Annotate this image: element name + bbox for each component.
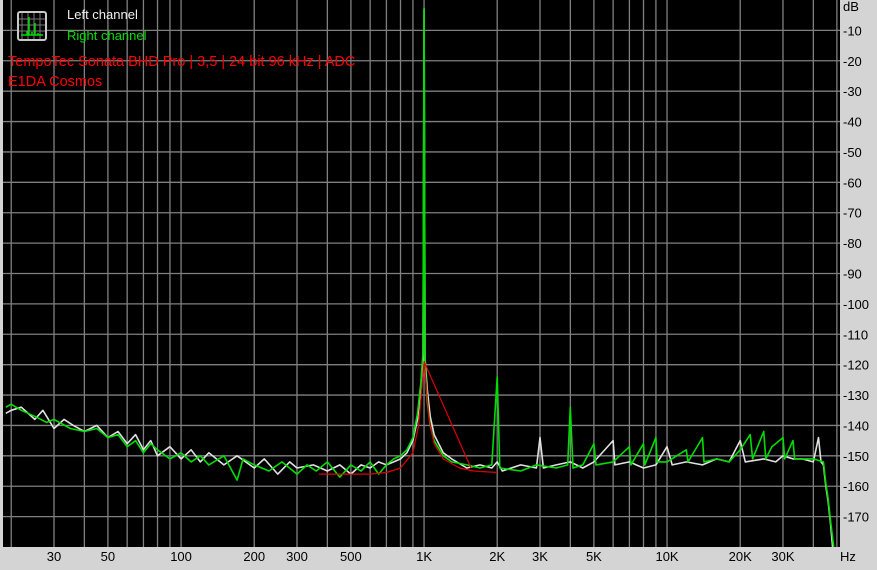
y-tick-label: -60 (843, 175, 862, 190)
y-tick-label: -30 (843, 84, 862, 99)
x-tick-label: 200 (243, 549, 265, 564)
y-tick-label: -150 (843, 449, 869, 464)
y-tick-label: -170 (843, 510, 869, 525)
y-tick-label: -130 (843, 388, 869, 403)
y-tick-label: -70 (843, 206, 862, 221)
x-tick-label: 30K (771, 549, 794, 564)
y-axis-label: dB (843, 0, 859, 14)
y-tick-label: -120 (843, 358, 869, 373)
reference-line (319, 361, 498, 475)
caption-line-2: E1DA Cosmos (8, 74, 103, 90)
x-tick-label: 300 (286, 549, 308, 564)
y-tick-label: -40 (843, 115, 862, 130)
x-tick-label: 5K (586, 549, 602, 564)
x-axis-label: Hz (840, 549, 856, 564)
x-tick-label: 50 (101, 549, 115, 564)
x-tick-label: 500 (340, 549, 362, 564)
spectrum-analyzer-icon (17, 11, 47, 41)
reference-line-segment (423, 361, 472, 469)
y-tick-label: -90 (843, 267, 862, 282)
y-tick-label: -80 (843, 236, 862, 251)
y-tick-label: -140 (843, 418, 869, 433)
y-tick-label: -50 (843, 145, 862, 160)
x-tick-label: 10K (655, 549, 678, 564)
caption-line-1: TempoTec Sonata BHD Pro | 3,5 | 24 bit 9… (8, 54, 356, 70)
x-tick-label: 1K (416, 549, 432, 564)
x-tick-label: 30 (47, 549, 61, 564)
legend-left-channel: Left channel (67, 7, 138, 22)
y-tick-label: -10 (843, 23, 862, 38)
x-tick-label: 20K (729, 549, 752, 564)
x-axis: 30 50 100 200 300 500 1K 2K 3K 5K 10K 20K 30K (47, 549, 795, 564)
legend-right-channel: Right channel (67, 28, 147, 43)
y-tick-label: -100 (843, 297, 869, 312)
y-tick-label: -20 (843, 54, 862, 69)
y-tick-label: -160 (843, 479, 869, 494)
series-layer (5, 8, 835, 548)
x-tick-label: 3K (532, 549, 548, 564)
x-tick-label: 100 (170, 549, 192, 564)
y-tick-label: -110 (843, 327, 868, 342)
grid (3, 0, 840, 547)
y-axis: -10 -20 -30 -40 -50 -60 -70 -80 -90 -100 -110 -120 -… (843, 23, 869, 524)
x-tick-label: 2K (489, 549, 505, 564)
